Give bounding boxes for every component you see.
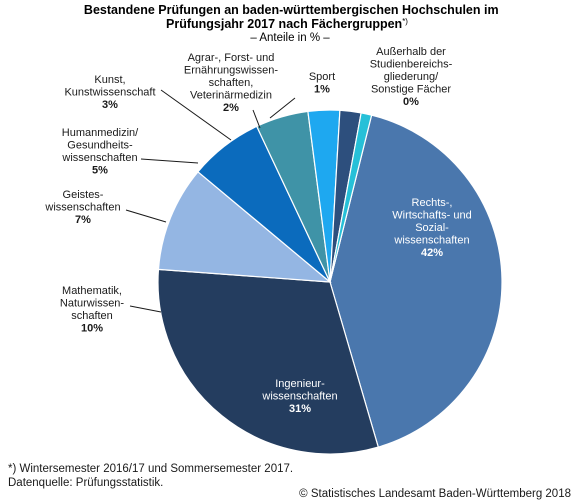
slice-label-3: Mathematik, Naturwissen-schaften 10%: [60, 285, 125, 335]
pie-slices: [157, 109, 503, 455]
pie-slice-3: [157, 170, 332, 283]
slice-category-label: Studienbereichs-: [370, 59, 453, 71]
slice-category-label: Veterinärmedizin: [190, 90, 272, 102]
leader-line-8: [269, 97, 296, 119]
slice-category-label: wissenschaften: [44, 202, 120, 214]
title-line-2-text: Prüfungsjahr 2017 nach Fächergruppen: [166, 17, 402, 31]
title-line-2: Prüfungsjahr 2017 nach Fächergruppen*): [166, 17, 408, 31]
chart-title: Bestandene Prüfungen an baden-württember…: [84, 3, 502, 31]
slice-category-label: gliederung/: [384, 71, 439, 83]
slice-value-label: 3%: [102, 99, 118, 111]
leader-line-3: [129, 305, 162, 313]
slice-value-label: 1%: [314, 84, 330, 96]
slice-value-label: 0%: [403, 96, 419, 108]
slice-category-label: wissenschaften: [393, 235, 469, 247]
source-note: Datenquelle: Prüfungsstatistik.: [8, 477, 164, 489]
slice-category-label: Ernährungswissen-: [184, 65, 278, 77]
slice-value-label: 10%: [81, 323, 103, 335]
slice-label-6: Kunst, Kunstwissenschaft 3%: [64, 74, 155, 111]
slice-category-label: schaften,: [209, 77, 254, 89]
slice-label-8: Sport 1%: [309, 71, 335, 96]
title-line-1: Bestandene Prüfungen an baden-württember…: [84, 3, 499, 17]
slice-label-9: Außerhalb der Studienbereichs-gliederung/…: [370, 46, 453, 108]
slice-category-label: Kunstwissenschaft: [64, 87, 155, 99]
title-footnote-marker: *): [402, 17, 408, 26]
pie-slice-1: [329, 114, 503, 448]
slice-category-label: Rechts-,: [412, 197, 453, 209]
slice-category-label: Agrar-, Forst- und: [188, 52, 275, 64]
leader-lines: [125, 89, 296, 313]
slice-value-label: 42%: [421, 247, 443, 259]
leader-line-6: [160, 89, 232, 141]
pie-slice-8: [329, 112, 373, 283]
slice-value-label: 5%: [92, 165, 108, 177]
slice-category-label: Geistes-: [63, 189, 104, 201]
slice-category-label: Sport: [309, 71, 335, 83]
slice-category-label: Gesundheits-: [67, 140, 133, 152]
slice-category-label: Außerhalb der: [376, 46, 446, 58]
leader-line-7: [252, 109, 261, 129]
slice-category-label: Sozial-: [415, 222, 449, 234]
slice-value-label: 2%: [223, 102, 239, 114]
slice-category-label: Ingenieur-: [275, 378, 325, 390]
slice-label-7: Agrar-, Forst- und Ernährungswissen-schaf…: [184, 52, 278, 114]
slice-category-label: Sonstige Fächer: [371, 84, 451, 96]
slice-label-4: Geistes-wissenschaften 7%: [44, 189, 120, 226]
slice-category-label: Humanmedizin/: [62, 127, 139, 139]
leader-line-5: [140, 158, 199, 164]
footnote: *) Wintersemester 2016/17 und Sommerseme…: [8, 463, 294, 475]
chart-subtitle: – Anteile in % –: [250, 32, 330, 44]
leader-line-4: [125, 209, 167, 223]
pie-slice-2: [157, 268, 380, 455]
slice-category-label: Naturwissen-: [60, 298, 125, 310]
slice-label-2: Ingenieur-wissenschaften 31%: [261, 378, 337, 415]
slice-labels: Rechts-, Wirtschafts- und Sozial-wissensch…: [44, 46, 471, 415]
slice-category-label: wissenschaften: [61, 152, 137, 164]
slice-category-label: wissenschaften: [261, 391, 337, 403]
slice-category-label: Kunst,: [94, 74, 125, 86]
slice-label-1: Rechts-, Wirtschafts- und Sozial-wissensch…: [392, 197, 471, 259]
slice-value-label: 7%: [75, 214, 91, 226]
slice-category-label: Wirtschafts- und: [392, 210, 471, 222]
slice-category-label: schaften: [71, 310, 113, 322]
slice-category-label: Mathematik,: [62, 285, 122, 297]
copyright: © Statistisches Landesamt Baden-Württemb…: [299, 488, 571, 500]
slice-value-label: 31%: [289, 403, 311, 415]
slice-label-5: Humanmedizin/Gesundheits-wissenschaften 5…: [61, 127, 139, 177]
